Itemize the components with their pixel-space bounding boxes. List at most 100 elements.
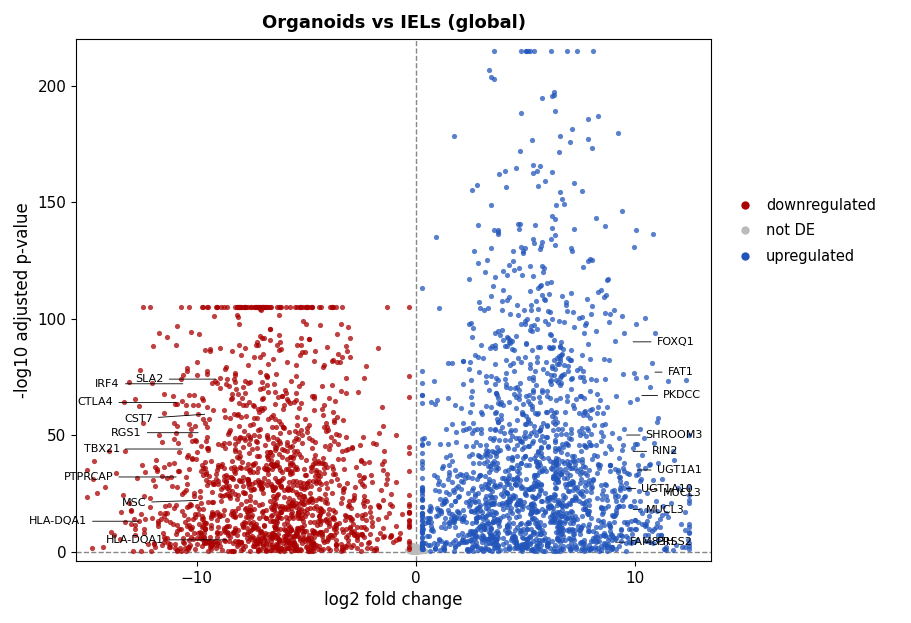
Point — [568, 493, 582, 503]
Point — [316, 360, 331, 370]
Point — [414, 542, 428, 552]
Point — [408, 546, 423, 556]
Point — [643, 506, 658, 516]
Point — [494, 500, 508, 510]
Point — [550, 516, 565, 526]
Point — [353, 456, 367, 466]
Point — [501, 518, 516, 528]
Point — [414, 546, 428, 556]
Point — [542, 329, 557, 339]
Point — [259, 460, 273, 470]
Point — [415, 542, 429, 552]
Point — [501, 397, 516, 407]
Point — [490, 392, 505, 402]
Point — [514, 444, 528, 454]
Point — [162, 542, 177, 552]
Point — [516, 540, 530, 549]
Point — [546, 511, 560, 521]
Point — [409, 546, 424, 556]
Point — [401, 546, 415, 556]
Point — [212, 511, 227, 521]
Point — [556, 199, 570, 209]
Point — [402, 546, 416, 556]
Point — [607, 464, 621, 474]
Point — [547, 354, 561, 364]
Point — [505, 430, 519, 440]
Point — [554, 194, 568, 204]
Point — [251, 475, 265, 485]
Point — [456, 513, 470, 523]
Point — [406, 546, 421, 556]
Point — [196, 302, 210, 312]
Point — [490, 445, 505, 455]
Point — [204, 506, 219, 516]
Point — [227, 369, 241, 379]
Point — [628, 374, 642, 384]
Point — [272, 465, 287, 475]
Point — [668, 540, 682, 550]
Point — [560, 533, 575, 543]
Point — [184, 500, 199, 510]
Point — [431, 303, 445, 313]
Point — [368, 543, 383, 553]
Point — [282, 484, 297, 494]
Point — [322, 302, 337, 312]
Point — [488, 388, 503, 398]
Point — [567, 511, 581, 521]
Point — [404, 546, 419, 556]
Point — [482, 424, 496, 434]
Point — [506, 444, 520, 454]
Point — [502, 435, 517, 445]
Point — [477, 510, 492, 520]
Point — [517, 450, 531, 460]
Point — [480, 544, 495, 554]
Point — [327, 530, 342, 540]
Point — [405, 545, 420, 555]
Point — [538, 421, 553, 431]
Point — [523, 482, 537, 492]
Point — [137, 491, 151, 501]
Point — [539, 535, 554, 545]
Point — [315, 545, 330, 554]
Point — [492, 399, 507, 409]
Point — [295, 302, 310, 312]
Point — [549, 417, 564, 427]
Point — [308, 501, 322, 511]
Point — [596, 528, 610, 538]
Point — [508, 331, 523, 341]
Point — [222, 532, 237, 542]
Point — [436, 545, 451, 555]
Point — [316, 400, 331, 410]
Point — [611, 483, 626, 493]
Point — [584, 429, 599, 439]
Point — [469, 424, 484, 434]
Point — [507, 535, 521, 545]
Point — [524, 501, 538, 511]
Point — [271, 345, 286, 354]
Point — [612, 485, 627, 495]
Point — [545, 470, 559, 480]
Point — [566, 178, 580, 188]
Point — [524, 513, 538, 523]
Point — [276, 422, 291, 432]
Point — [128, 524, 142, 534]
Point — [302, 497, 316, 506]
Point — [577, 505, 591, 515]
Point — [183, 525, 198, 535]
Point — [145, 378, 159, 388]
Point — [640, 488, 654, 498]
Point — [544, 211, 558, 221]
Point — [242, 526, 257, 536]
Point — [542, 512, 557, 522]
Point — [480, 483, 495, 493]
Point — [566, 485, 580, 495]
Point — [408, 546, 423, 556]
Point — [646, 538, 660, 548]
Point — [409, 546, 424, 556]
Point — [408, 545, 423, 554]
Point — [431, 533, 445, 543]
Point — [213, 343, 228, 353]
Point — [409, 546, 424, 556]
Point — [130, 473, 145, 483]
Point — [202, 344, 217, 354]
